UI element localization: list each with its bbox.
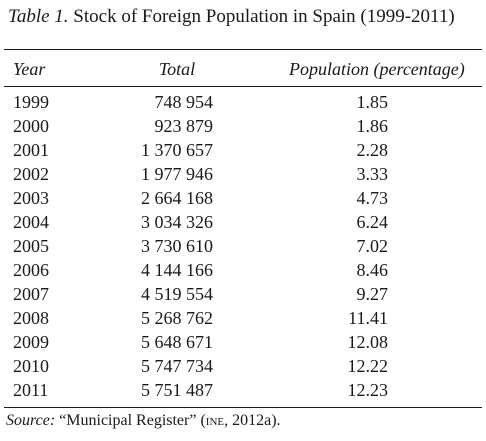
header-year: Year	[13, 59, 46, 79]
table-row: 1999 748 954 1.85	[0, 90, 486, 114]
table-row: 2002 1 977 946 3.33	[0, 162, 486, 186]
header-rule	[4, 86, 482, 87]
top-rule	[4, 49, 482, 50]
cell-percentage: 2.28	[356, 140, 389, 160]
cell-percentage: 6.24	[356, 212, 389, 232]
table-row: 2004 3 034 326 6.24	[0, 210, 486, 234]
cell-total: 1 370 657	[141, 140, 213, 160]
cell-percentage: 4.73	[356, 188, 389, 208]
cell-year: 2005	[13, 236, 49, 256]
cell-year: 2001	[13, 140, 49, 160]
cell-percentage: 8.46	[356, 260, 389, 280]
cell-total: 4 144 166	[141, 260, 213, 280]
table-row: 2000 923 879 1.86	[0, 114, 486, 138]
cell-total: 1 977 946	[141, 164, 213, 184]
table-row: 2001 1 370 657 2.28	[0, 138, 486, 162]
source-label: Source:	[6, 412, 56, 429]
source-org: INE	[205, 412, 225, 429]
cell-year: 2011	[13, 380, 49, 400]
cell-total: 2 664 168	[141, 188, 213, 208]
source-note: Source: “Municipal Register” (INE, 2012a…	[6, 412, 281, 430]
cell-percentage: 12.08	[347, 332, 389, 352]
cell-year: 2004	[13, 212, 49, 232]
source-text-end: , 2012a).	[224, 412, 281, 429]
cell-percentage: 11.41	[348, 308, 388, 328]
cell-year: 1999	[13, 92, 49, 112]
cell-year: 2002	[13, 164, 49, 184]
source-text: “Municipal Register” (	[55, 412, 206, 429]
cell-year: 2000	[13, 116, 49, 136]
cell-percentage: 9.27	[356, 284, 389, 304]
cell-total: 923 879	[154, 116, 214, 136]
table-number: Table 1.	[8, 6, 69, 27]
header-percentage: Population (percentage)	[289, 59, 465, 79]
table-header: Year Total Population (percentage)	[0, 57, 486, 81]
table-row: 2005 3 730 610 7.02	[0, 234, 486, 258]
table-row: 2011 5 751 487 12.23	[0, 378, 486, 402]
cell-total: 5 648 671	[141, 332, 213, 352]
cell-percentage: 1.86	[356, 116, 389, 136]
table-row: 2003 2 664 168 4.73	[0, 186, 486, 210]
table-row: 2008 5 268 762 11.41	[0, 306, 486, 330]
cell-percentage: 3.33	[356, 164, 389, 184]
table-row: 2007 4 519 554 9.27	[0, 282, 486, 306]
cell-year: 2003	[13, 188, 49, 208]
cell-total: 5 751 487	[141, 380, 213, 400]
cell-percentage: 12.23	[347, 380, 389, 400]
table-row: 2009 5 648 671 12.08	[0, 330, 486, 354]
table-row: 2006 4 144 166 8.46	[0, 258, 486, 282]
cell-year: 2008	[13, 308, 49, 328]
cell-percentage: 7.02	[356, 236, 389, 256]
cell-year: 2007	[13, 284, 49, 304]
cell-percentage: 12.22	[347, 356, 389, 376]
cell-total: 3 730 610	[141, 236, 213, 256]
table-title: Stock of Foreign Population in Spain (19…	[68, 6, 455, 27]
cell-total: 3 034 326	[141, 212, 213, 232]
bottom-rule	[4, 407, 482, 408]
cell-year: 2006	[13, 260, 49, 280]
cell-year: 2009	[13, 332, 49, 352]
cell-total: 5 747 734	[141, 356, 213, 376]
cell-total: 4 519 554	[141, 284, 213, 304]
cell-total: 5 268 762	[141, 308, 213, 328]
table-row: 2010 5 747 734 12.22	[0, 354, 486, 378]
cell-percentage: 1.85	[356, 92, 389, 112]
cell-total: 748 954	[154, 92, 214, 112]
cell-year: 2010	[13, 356, 49, 376]
table-caption: Table 1. Stock of Foreign Population in …	[8, 6, 455, 28]
header-total: Total	[158, 59, 196, 79]
